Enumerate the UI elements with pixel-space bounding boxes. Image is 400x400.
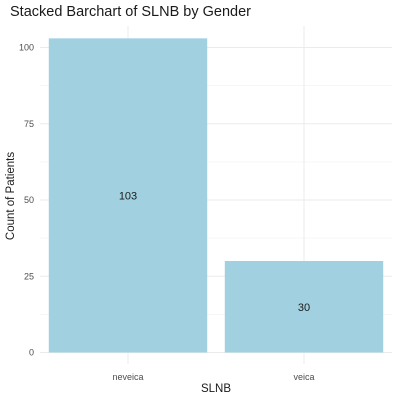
y-tick-label: 0 bbox=[29, 348, 34, 358]
bars bbox=[48, 38, 384, 353]
y-tick-label: 25 bbox=[24, 271, 34, 281]
x-axis-ticks: neveica veica bbox=[112, 372, 314, 382]
y-axis-title: Count of Patients bbox=[5, 152, 17, 240]
y-axis-ticks: 0 25 50 75 100 bbox=[19, 43, 34, 358]
data-label-neveica: 103 bbox=[119, 190, 137, 202]
y-tick-label: 50 bbox=[24, 195, 34, 205]
bar-veica bbox=[224, 261, 384, 353]
x-tick-label: neveica bbox=[112, 372, 143, 382]
data-label-veica: 30 bbox=[298, 302, 310, 314]
bar-neveica bbox=[48, 38, 208, 353]
data-labels: 103 30 bbox=[119, 190, 310, 313]
chart-title: Stacked Barchart of SLNB by Gender bbox=[10, 4, 251, 20]
y-tick-label: 100 bbox=[19, 43, 34, 53]
x-axis-title: SLNB bbox=[201, 383, 231, 395]
x-tick-label: veica bbox=[293, 372, 314, 382]
y-tick-label: 75 bbox=[24, 119, 34, 129]
